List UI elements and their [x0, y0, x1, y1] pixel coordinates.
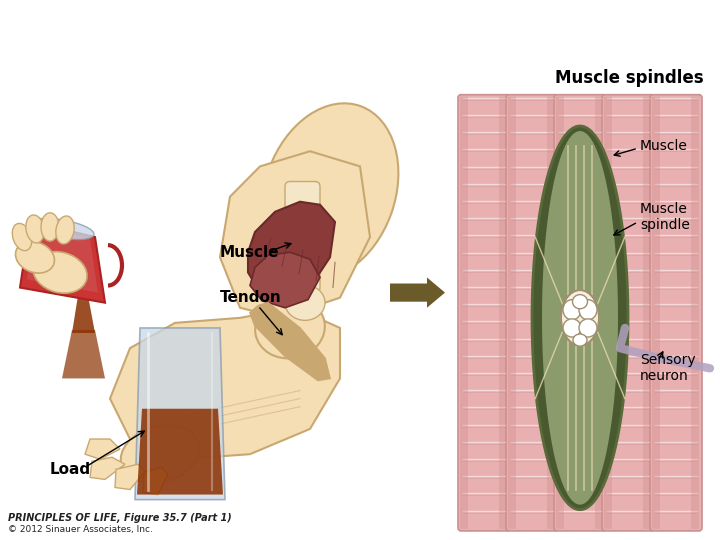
Ellipse shape [16, 241, 55, 273]
Ellipse shape [56, 216, 74, 244]
Ellipse shape [121, 426, 199, 483]
Polygon shape [250, 252, 320, 308]
Polygon shape [532, 126, 628, 510]
Polygon shape [143, 467, 168, 495]
Polygon shape [220, 151, 370, 318]
Polygon shape [137, 409, 223, 495]
Ellipse shape [26, 215, 44, 243]
Ellipse shape [563, 319, 581, 337]
FancyBboxPatch shape [691, 97, 699, 529]
FancyBboxPatch shape [285, 181, 320, 293]
FancyBboxPatch shape [604, 97, 612, 529]
Text: Muscle: Muscle [220, 245, 279, 260]
Ellipse shape [261, 103, 398, 280]
Text: © 2012 Sinauer Associates, Inc.: © 2012 Sinauer Associates, Inc. [8, 525, 153, 535]
Ellipse shape [33, 252, 87, 293]
FancyBboxPatch shape [595, 97, 603, 529]
Text: Muscle
spindle: Muscle spindle [640, 202, 690, 232]
Ellipse shape [572, 295, 588, 309]
FancyBboxPatch shape [643, 97, 651, 529]
FancyBboxPatch shape [458, 94, 510, 531]
FancyBboxPatch shape [460, 97, 468, 529]
Polygon shape [20, 222, 105, 303]
FancyBboxPatch shape [652, 97, 660, 529]
Ellipse shape [12, 224, 32, 251]
FancyBboxPatch shape [650, 94, 702, 531]
FancyBboxPatch shape [506, 94, 558, 531]
Ellipse shape [285, 285, 325, 320]
Polygon shape [248, 202, 335, 303]
Polygon shape [85, 439, 120, 459]
Text: Figure 35.7  Stretch Receptors (Part 1): Figure 35.7 Stretch Receptors (Part 1) [9, 10, 327, 28]
FancyBboxPatch shape [508, 97, 516, 529]
Ellipse shape [579, 300, 597, 320]
Ellipse shape [579, 319, 597, 337]
Ellipse shape [561, 290, 599, 346]
Polygon shape [542, 131, 618, 505]
Ellipse shape [255, 298, 325, 359]
Polygon shape [110, 308, 340, 459]
Polygon shape [90, 457, 125, 480]
Text: Muscle: Muscle [640, 139, 688, 153]
Text: Load: Load [50, 462, 91, 477]
Ellipse shape [563, 300, 581, 320]
Ellipse shape [30, 218, 94, 240]
Polygon shape [135, 328, 225, 500]
Ellipse shape [41, 213, 59, 241]
Polygon shape [115, 464, 145, 489]
Text: Sensory
neuron: Sensory neuron [640, 353, 696, 383]
Polygon shape [250, 303, 330, 381]
FancyBboxPatch shape [499, 97, 507, 529]
Polygon shape [62, 330, 105, 379]
FancyArrow shape [390, 278, 445, 308]
Text: PRINCIPLES OF LIFE, Figure 35.7 (Part 1): PRINCIPLES OF LIFE, Figure 35.7 (Part 1) [8, 513, 232, 523]
FancyBboxPatch shape [556, 97, 564, 529]
Text: Muscle spindles: Muscle spindles [555, 69, 703, 86]
FancyBboxPatch shape [547, 97, 555, 529]
Polygon shape [27, 225, 98, 293]
Text: Tendon: Tendon [220, 290, 282, 305]
Ellipse shape [573, 334, 587, 346]
Ellipse shape [270, 121, 370, 242]
FancyBboxPatch shape [554, 94, 606, 531]
FancyBboxPatch shape [602, 94, 654, 531]
Polygon shape [72, 295, 95, 333]
